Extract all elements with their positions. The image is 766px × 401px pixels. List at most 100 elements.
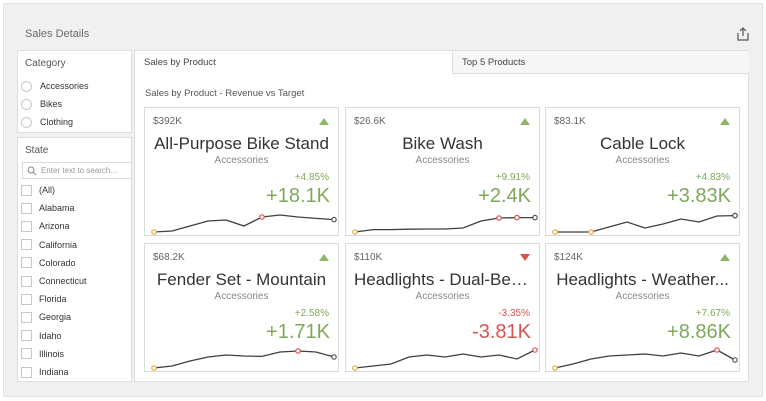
checkbox[interactable]: [21, 257, 32, 269]
product-name: All-Purpose Bike Stand: [154, 134, 329, 153]
state-item[interactable]: California: [21, 238, 77, 252]
checkbox[interactable]: [21, 330, 32, 342]
absolute-variation: +1.71K: [266, 321, 330, 343]
state-search-input[interactable]: Enter text to search...: [22, 162, 132, 179]
sparkline-start-point: [352, 365, 358, 371]
sparkline-end-point: [331, 216, 337, 223]
sparkline-end-point: [732, 357, 738, 363]
product-category: Accessories: [415, 155, 470, 166]
absolute-variation: +8.86K: [667, 321, 731, 343]
sparkline: [352, 214, 538, 235]
sparkline-max-point: [714, 347, 720, 353]
absolute-variation: +18.1K: [266, 185, 330, 207]
panel-subtitle: Sales by Product - Revenue vs Target: [145, 88, 305, 99]
sales-tab-panel: Sales by Product Top 5 Products Sales by…: [134, 50, 749, 382]
export-icon[interactable]: [735, 26, 751, 42]
sparkline-path: [153, 350, 335, 369]
product-category: Accessories: [615, 291, 670, 302]
sparkline-path: [354, 216, 535, 233]
sparkline-end-point: [732, 212, 738, 219]
category-title: Category: [25, 58, 66, 69]
sparkline-path: [555, 214, 736, 233]
state-item[interactable]: (All): [21, 183, 55, 197]
absolute-variation: +3.83K: [667, 185, 731, 207]
checkbox[interactable]: [21, 311, 32, 323]
percent-variation: -3.35%: [498, 308, 530, 319]
product-category: Accessories: [214, 291, 269, 302]
state-item[interactable]: Alabama: [21, 201, 75, 215]
sparkline-end-point: [532, 214, 538, 221]
target-value: $26.6K: [354, 116, 386, 127]
radio-button[interactable]: [21, 116, 32, 128]
sparkline: [552, 212, 738, 235]
checkbox[interactable]: [21, 184, 32, 196]
product-card[interactable]: $83.1K Cable Lock Accessories +4.83% +3.83K: [545, 107, 740, 236]
trend-up-icon: [720, 118, 730, 125]
checkbox[interactable]: [21, 220, 32, 232]
target-value: $392K: [153, 116, 182, 127]
checkbox[interactable]: [21, 293, 32, 305]
state-item[interactable]: Arizona: [21, 219, 70, 233]
search-icon: [27, 166, 37, 175]
trend-up-icon: [520, 118, 530, 125]
sparkline-min-point: [588, 229, 594, 235]
state-item[interactable]: Florida: [21, 292, 67, 306]
tab-top-5-products[interactable]: Top 5 Products: [453, 51, 749, 74]
state-item[interactable]: Connecticut: [21, 274, 87, 288]
trend-up-icon: [720, 254, 730, 261]
target-value: $110K: [354, 252, 383, 263]
sparkline: [151, 214, 337, 235]
checkbox[interactable]: [21, 239, 32, 251]
product-name: Cable Lock: [599, 134, 686, 153]
sparkline-start-point: [552, 365, 558, 371]
category-item-bikes[interactable]: Bikes: [21, 97, 62, 111]
state-filter-panel: State Enter text to search... (All) Alaba…: [17, 137, 132, 382]
product-category: Accessories: [415, 291, 470, 302]
dashboard-title: Sales Details: [25, 28, 90, 40]
checkbox[interactable]: [21, 366, 32, 378]
target-value: $124K: [554, 252, 583, 263]
category-item-clothing[interactable]: Clothing: [21, 115, 73, 129]
sparkline-start-point: [352, 229, 358, 235]
radio-button[interactable]: [21, 80, 32, 92]
sparkline-path: [354, 349, 536, 369]
percent-variation: +2.58%: [294, 308, 329, 319]
product-category: Accessories: [214, 155, 269, 166]
product-card[interactable]: $110K Headlights - Dual-Beam Accessories -3…: [345, 243, 540, 372]
product-card[interactable]: $26.6K Bike Wash Accessories +9.91% +2.4K: [345, 107, 540, 236]
category-item-accessories[interactable]: Accessories: [21, 79, 89, 93]
category-filter-panel: Category Accessories Bikes Clothing: [17, 50, 132, 133]
product-name: Headlights - Dual-Beam: [354, 270, 531, 289]
product-card[interactable]: $392K All-Purpose Bike Stand Accessories +4…: [144, 107, 339, 236]
state-item[interactable]: Illinois: [21, 347, 64, 361]
target-value: $83.1K: [554, 116, 586, 127]
state-item[interactable]: Indiana: [21, 365, 69, 379]
search-placeholder: Enter text to search...: [41, 166, 118, 175]
sparkline-start-point: [151, 229, 157, 235]
tab-sales-by-product[interactable]: Sales by Product: [135, 51, 453, 74]
sparkline-max-point: [259, 214, 265, 220]
product-name: Fender Set - Mountain: [156, 270, 327, 289]
product-name: Headlights - Weather...: [556, 270, 729, 289]
sparkline: [352, 347, 538, 371]
product-card[interactable]: $124K Headlights - Weather... Accessories +…: [545, 243, 740, 372]
product-card[interactable]: $68.2K Fender Set - Mountain Accessories +2…: [144, 243, 339, 372]
state-title: State: [25, 145, 49, 156]
absolute-variation: +2.4K: [478, 185, 531, 207]
state-item[interactable]: Georgia: [21, 310, 71, 324]
sparkline: [552, 347, 738, 371]
sparkline-start-point: [552, 229, 558, 235]
sparkline: [151, 348, 337, 371]
checkbox[interactable]: [21, 202, 32, 214]
product-category: Accessories: [615, 155, 670, 166]
sparkline-max-point: [295, 348, 301, 354]
percent-variation: +7.67%: [695, 308, 730, 319]
checkbox[interactable]: [21, 348, 32, 360]
sparkline-end-point: [331, 354, 337, 360]
checkbox[interactable]: [21, 275, 32, 287]
absolute-variation: -3.81K: [472, 321, 531, 343]
state-item[interactable]: Colorado: [21, 256, 76, 270]
trend-up-icon: [319, 118, 329, 125]
radio-button[interactable]: [21, 98, 32, 110]
state-item[interactable]: Idaho: [21, 329, 62, 343]
